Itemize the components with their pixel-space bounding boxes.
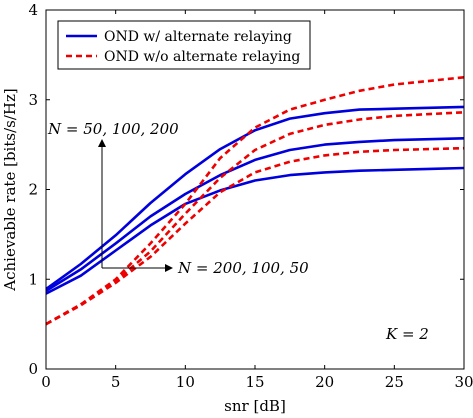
annotations: N = 50, 100, 200 N = 200, 100, 50 K = 2: [47, 120, 429, 343]
legend-label-without-relaying: OND w/o alternate relaying: [104, 49, 300, 65]
ticks-layer: 0 5 10 15 20 25 30 0 1 2 3 4: [28, 1, 473, 391]
legend: OND w/ alternate relaying OND w/o altern…: [57, 20, 311, 70]
legend-label-with-relaying: OND w/ alternate relaying: [104, 29, 292, 45]
y-axis-label: Achievable rate [bits/s/Hz]: [1, 88, 19, 291]
series-line-with-relaying-n200: [45, 105, 465, 291]
y-tick-label: 0: [28, 360, 38, 378]
series-line-with-relaying-n50: [45, 166, 465, 295]
x-tick-label: 5: [111, 373, 121, 391]
x-axis-label: snr [dB]: [224, 397, 286, 415]
x-tick-label: 10: [176, 373, 195, 391]
x-tick-label: 15: [245, 373, 264, 391]
series-layer: [45, 76, 465, 326]
y-tick-label: 1: [28, 270, 38, 288]
y-tick-label: 4: [28, 1, 38, 19]
annotation-n-decreasing: N = 200, 100, 50: [177, 259, 309, 277]
x-tick-label: 20: [315, 373, 334, 391]
annotation-n-increasing: N = 50, 100, 200: [47, 120, 179, 138]
y-tick-label: 3: [28, 91, 38, 109]
series-line-with-relaying-n100: [45, 137, 465, 293]
x-tick-label: 25: [385, 373, 404, 391]
x-tick-label: 0: [41, 373, 51, 391]
series-line-without-relaying-n50: [45, 146, 465, 326]
annotation-k: K = 2: [385, 325, 429, 343]
series-line-without-relaying-n100: [45, 111, 465, 326]
legend-box: [57, 20, 311, 70]
y-tick-label: 2: [28, 181, 38, 199]
x-tick-label: 30: [454, 373, 473, 391]
